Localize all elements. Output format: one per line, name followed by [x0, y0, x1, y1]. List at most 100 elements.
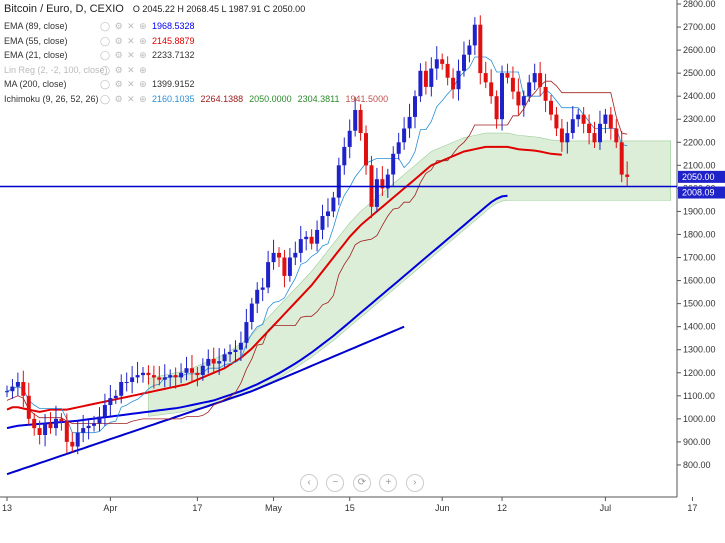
candle-body: [238, 342, 243, 350]
candle-body: [86, 425, 91, 429]
legend-row-indicator[interactable]: EMA (55, close) ◯ ⚙ ✕ ⊕ 2145.8879: [4, 35, 201, 47]
candle-body: [37, 428, 42, 435]
candle-body: [353, 110, 358, 131]
indicator-controls-icon[interactable]: ◯ ⚙ ✕ ⊕: [100, 79, 148, 89]
legend-row-indicator[interactable]: EMA (89, close) ◯ ⚙ ✕ ⊕ 1968.5328: [4, 20, 201, 32]
indicator-value: 2233.7132: [152, 50, 195, 60]
candle-body: [559, 128, 564, 143]
indicator-name: Lin Reg (2, -2, 100, close): [4, 64, 108, 75]
y-tick-label: 1500.00: [683, 299, 716, 309]
candle-body: [505, 73, 510, 78]
y-tick-label: 800.00: [683, 460, 711, 470]
candle-body: [119, 382, 124, 396]
candle-body: [266, 262, 271, 288]
ohlc-readout: O 2045.22 H 2068.45 L 1987.91 C 2050.00: [132, 4, 306, 14]
candle-body: [347, 130, 352, 147]
candle-body: [233, 349, 238, 352]
candle-body: [472, 24, 477, 46]
candle-body: [222, 354, 227, 362]
candle-body: [113, 395, 118, 399]
candle-body: [10, 386, 15, 392]
y-tick-label: 1200.00: [683, 368, 716, 378]
candle-body: [146, 372, 151, 376]
x-tick-label: May: [265, 503, 283, 513]
chart-navigation: ‹ − ⟳ + ›: [300, 472, 428, 492]
zoom-in-button[interactable]: +: [379, 474, 398, 492]
candle-body: [293, 252, 298, 258]
y-tick-label: 2700.00: [683, 22, 716, 32]
x-tick-label: 17: [687, 503, 697, 513]
candle-body: [228, 352, 232, 355]
candle-body: [315, 229, 320, 244]
symbol-title[interactable]: Bitcoin / Euro, D, CEXIO: [4, 3, 124, 15]
y-tick-label: 1900.00: [683, 206, 716, 216]
candle-body: [5, 391, 9, 393]
candle-body: [260, 287, 265, 290]
candle-body: [489, 82, 494, 97]
candle-body: [304, 236, 309, 240]
candle-body: [543, 87, 548, 101]
candle-body: [244, 322, 249, 343]
reset-button[interactable]: ⟳: [352, 474, 371, 492]
symbol-title-row: Bitcoin / Euro, D, CEXIO O 2045.22 H 206…: [4, 3, 305, 15]
candle-body: [195, 372, 200, 376]
ema55-line: [6, 145, 562, 413]
candle-body: [162, 377, 167, 380]
candle-body: [598, 123, 602, 143]
indicator-controls-icon[interactable]: ◯ ⚙ ✕ ⊕: [100, 93, 148, 104]
candle-body: [97, 416, 102, 424]
candle-body: [211, 358, 216, 364]
y-tick-label: 2400.00: [683, 91, 716, 101]
candle-body: [282, 257, 287, 276]
candle-body: [336, 165, 341, 198]
legend-row-indicator[interactable]: MA (200, close) ◯ ⚙ ✕ ⊕ 1399.9152: [4, 78, 201, 90]
indicator-controls-icon[interactable]: ◯ ⚙ ✕ ⊕: [100, 50, 148, 60]
candle-body: [413, 96, 417, 117]
zoom-out-button[interactable]: −: [326, 474, 345, 492]
ma200-line: [6, 325, 405, 476]
candle-body: [75, 432, 80, 447]
candle-body: [608, 114, 613, 129]
candle-body: [255, 289, 260, 304]
candle-body: [429, 68, 434, 87]
legend-row-indicator[interactable]: Ichimoku (9, 26, 52, 26)◯ ⚙ ✕ ⊕ 2160.1035…: [4, 93, 394, 105]
candle-body: [587, 123, 592, 133]
candle-body: [527, 82, 532, 97]
candle-body: [298, 239, 303, 253]
candle-body: [64, 421, 69, 442]
candle-body: [184, 368, 189, 373]
x-tick-label: Jun: [435, 503, 450, 513]
candle-body: [358, 110, 363, 133]
candle-body: [217, 361, 222, 364]
candle-body: [407, 116, 412, 129]
x-tick-label: 13: [2, 503, 12, 513]
indicator-controls-icon[interactable]: ◯ ⚙ ✕ ⊕: [100, 35, 148, 46]
line-price-tag: [678, 186, 725, 199]
indicator-value: 2160.1035: [152, 93, 195, 104]
y-tick-label: 2800.00: [683, 0, 716, 9]
scroll-left-button[interactable]: ‹: [300, 474, 318, 492]
candle-body: [385, 174, 390, 189]
y-tick-label: 2600.00: [683, 45, 716, 55]
candle-body: [391, 153, 396, 175]
candle-body: [168, 375, 173, 378]
candle-body: [32, 418, 37, 429]
candle-body: [494, 96, 499, 120]
candle-body: [81, 428, 86, 433]
candle-body: [326, 211, 330, 216]
legend-row-indicator[interactable]: EMA (21, close) ◯ ⚙ ✕ ⊕ 2233.7132: [4, 49, 201, 61]
indicator-value: 2264.1388: [200, 93, 244, 104]
scroll-right-button[interactable]: ›: [405, 474, 424, 492]
candle-body: [538, 73, 543, 87]
x-tick-label: 15: [345, 503, 355, 513]
indicator-name: MA (200, close): [4, 79, 67, 89]
candle-body: [135, 375, 140, 378]
indicator-controls-icon[interactable]: ◯ ⚙ ✕ ⊕: [100, 21, 148, 31]
indicator-value: 1968.5328: [152, 21, 195, 31]
legend-row-indicator[interactable]: Lin Reg (2, -2, 100, close)◯ ⚙ ✕ ⊕: [4, 64, 152, 76]
y-tick-label: 1100.00: [683, 391, 715, 401]
candle-body: [277, 252, 281, 258]
y-tick-label: 2100.00: [683, 160, 716, 170]
indicator-controls-icon[interactable]: ◯ ⚙ ✕ ⊕: [100, 64, 148, 75]
